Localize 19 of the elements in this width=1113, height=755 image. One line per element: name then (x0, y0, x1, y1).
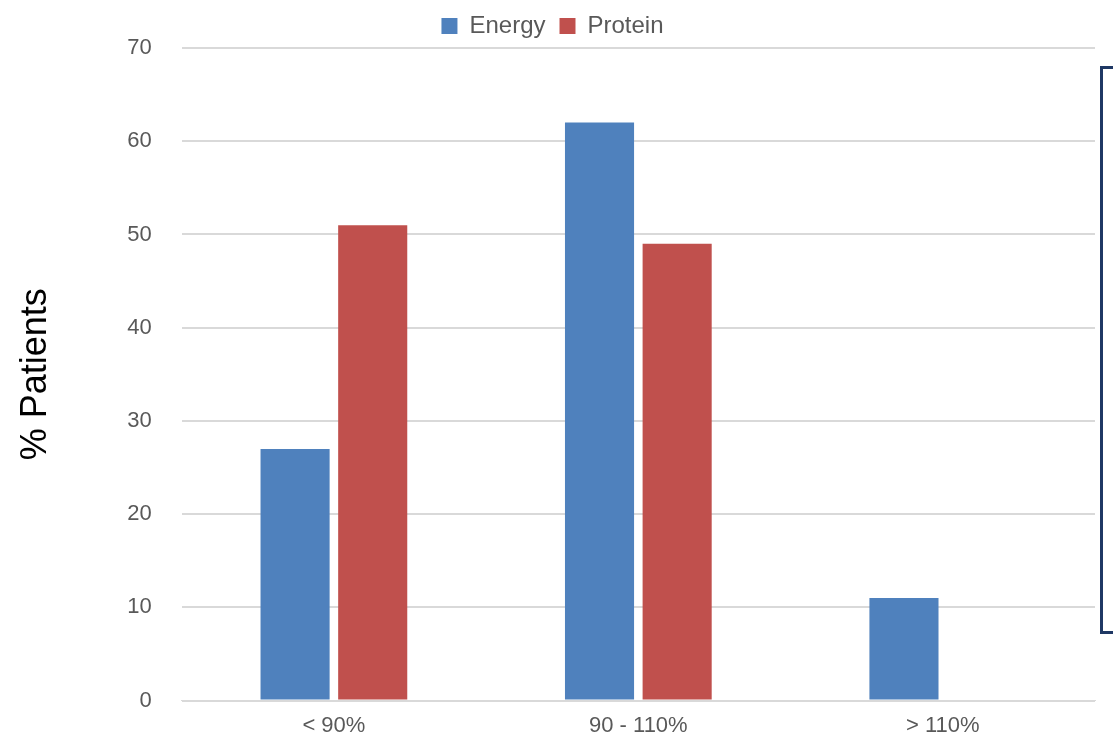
y-tick-label: 0 (139, 686, 152, 712)
y-tick-label: 20 (127, 500, 152, 526)
y-tick-label: 50 (127, 220, 152, 246)
legend-label: Protein (587, 10, 664, 38)
bar (338, 225, 408, 700)
legend-label: Energy (469, 10, 546, 38)
bar (564, 122, 635, 700)
y-tick-label: 70 (127, 34, 152, 60)
bar (260, 448, 330, 700)
y-axis-title: % Patients (12, 288, 54, 461)
y-tick-label: 30 (127, 406, 152, 432)
y-tick-label: 60 (127, 127, 152, 153)
y-tick-label: 40 (127, 313, 152, 339)
x-tick-label: 90 - 110% (589, 711, 688, 737)
x-tick-label: > 110% (905, 711, 980, 737)
bar (869, 598, 939, 700)
bar (642, 243, 712, 700)
y-tick-label: 10 (127, 593, 152, 619)
x-tick-label: < 90% (302, 711, 366, 737)
